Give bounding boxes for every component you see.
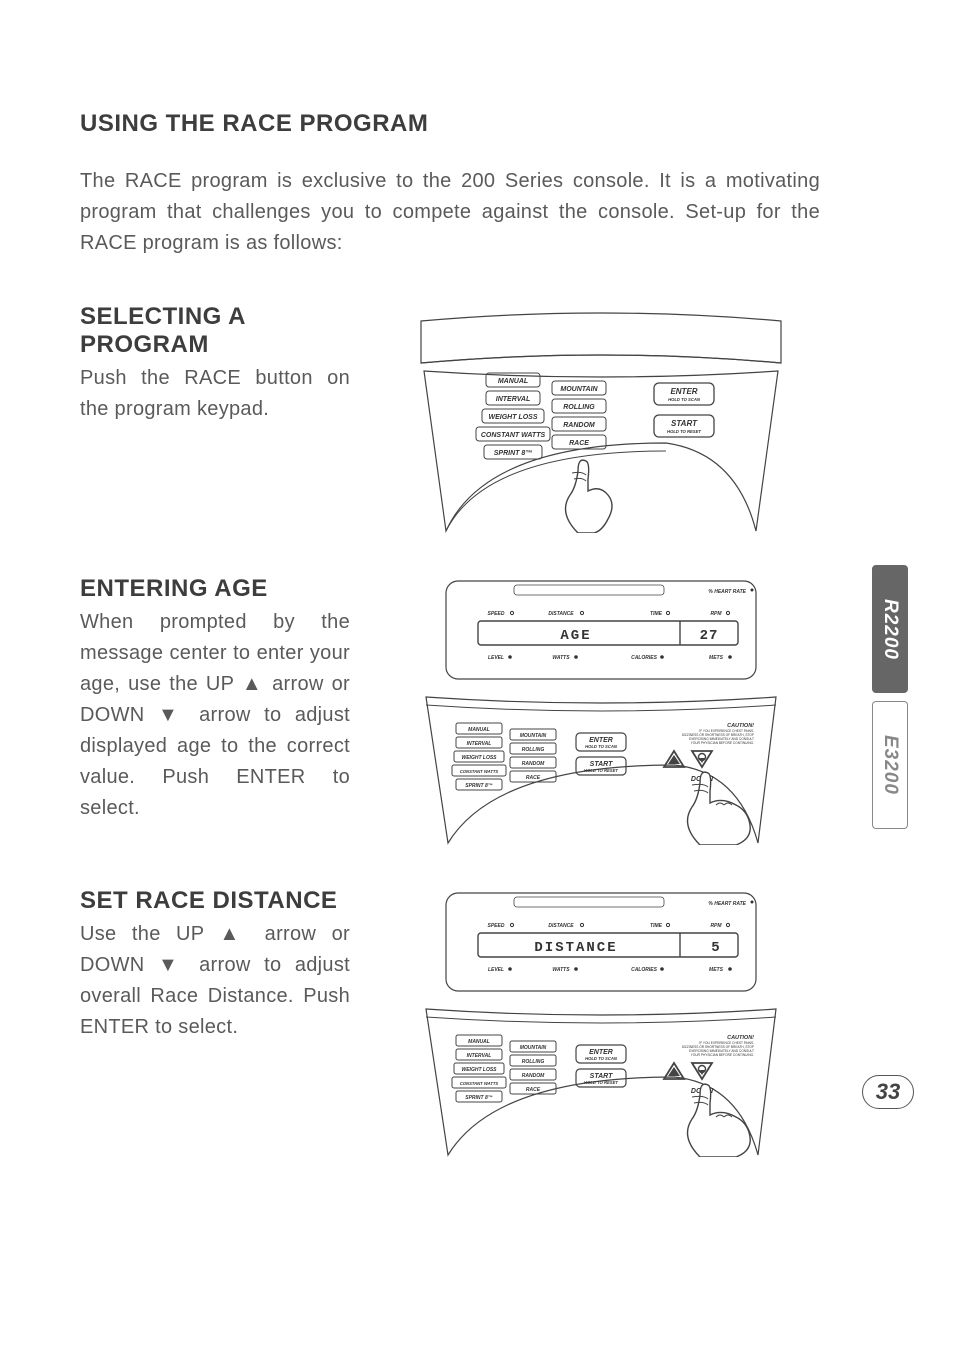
page-number: 33 xyxy=(862,1075,914,1109)
btn-constantwatts: CONSTANT WATTS xyxy=(481,432,546,439)
svg-text:SPRINT 8™: SPRINT 8™ xyxy=(465,783,493,789)
section-distance: SET RACE DISTANCE Use the UP ▲ arrow or … xyxy=(80,887,820,1157)
side-tabs: R2200 E3200 xyxy=(872,565,908,829)
svg-text:ROLLING: ROLLING xyxy=(522,1059,545,1065)
svg-text:LEVEL: LEVEL xyxy=(488,967,504,973)
figure-selecting: MANUAL INTERVAL WEIGHT LOSS CONSTANT WAT… xyxy=(382,303,820,533)
figure-age: % HEART RATE SPEED DISTANCE TIME RPM AGE… xyxy=(382,575,820,845)
svg-text:% HEART RATE: % HEART RATE xyxy=(708,901,746,907)
svg-text:HOLD TO RESET: HOLD TO RESET xyxy=(584,768,618,773)
stat-mets: METS xyxy=(709,655,724,661)
svg-text:RANDOM: RANDOM xyxy=(522,1073,545,1079)
svg-text:RACE: RACE xyxy=(526,1087,541,1093)
console-diagram-selecting: MANUAL INTERVAL WEIGHT LOSS CONSTANT WAT… xyxy=(416,303,786,533)
btn-interval: INTERVAL xyxy=(496,396,530,403)
btn-weightloss: WEIGHT LOSS xyxy=(489,414,538,421)
btn-random: RANDOM xyxy=(563,422,595,429)
tab-e3200[interactable]: E3200 xyxy=(872,701,908,829)
btn-race: RACE xyxy=(569,440,589,447)
stat-rpm: RPM xyxy=(710,611,722,617)
btn-sprint8: SPRINT 8™ xyxy=(494,450,533,457)
age-heading: ENTERING AGE xyxy=(80,575,350,603)
svg-text:MOUNTAIN: MOUNTAIN xyxy=(520,1045,547,1051)
svg-text:ENTER: ENTER xyxy=(589,1049,613,1056)
tab-r2200[interactable]: R2200 xyxy=(872,565,908,693)
svg-text:HOLD TO SCAN: HOLD TO SCAN xyxy=(585,744,618,749)
svg-text:ROLLING: ROLLING xyxy=(522,747,545,753)
heart-rate-label: % HEART RATE xyxy=(708,589,746,595)
down-arrow-icon xyxy=(692,751,712,767)
svg-text:CALORIES: CALORIES xyxy=(631,967,658,973)
btn-start-sub: HOLD TO RESET xyxy=(667,429,701,434)
pointing-hand-icon xyxy=(688,1084,751,1157)
stat-watts: WATTS xyxy=(552,655,570,661)
lcd-age-value: 27 xyxy=(700,628,719,644)
svg-text:MOUNTAIN: MOUNTAIN xyxy=(520,733,547,739)
svg-text:ENTER: ENTER xyxy=(589,737,613,744)
svg-text:HOLD TO RESET: HOLD TO RESET xyxy=(584,1080,618,1085)
distance-body: Use the UP ▲ arrow or DOWN ▼ arrow to ad… xyxy=(80,919,350,1043)
svg-text:RANDOM: RANDOM xyxy=(522,761,545,767)
svg-text:YOUR PHYSICIAN BEFORE CONTINUI: YOUR PHYSICIAN BEFORE CONTINUING. xyxy=(691,741,754,745)
figure-distance: % HEART RATE SPEED DISTANCE TIME RPM DIS… xyxy=(382,887,820,1157)
svg-text:SPRINT 8™: SPRINT 8™ xyxy=(465,1095,493,1101)
svg-text:START: START xyxy=(590,761,613,768)
console-diagram-distance: % HEART RATE SPEED DISTANCE TIME RPM DIS… xyxy=(416,887,786,1157)
svg-text:CONSTANT WATTS: CONSTANT WATTS xyxy=(460,769,499,774)
svg-text:INTERVAL: INTERVAL xyxy=(467,741,492,747)
svg-text:HOLD TO SCAN: HOLD TO SCAN xyxy=(585,1056,618,1061)
svg-text:MANUAL: MANUAL xyxy=(468,1039,490,1045)
console-diagram-age: % HEART RATE SPEED DISTANCE TIME RPM AGE… xyxy=(416,575,786,845)
main-heading: USING THE RACE PROGRAM xyxy=(80,110,820,138)
section-age: ENTERING AGE When prompted by the messag… xyxy=(80,575,820,845)
svg-text:CONSTANT WATTS: CONSTANT WATTS xyxy=(460,1081,499,1086)
pointing-hand-icon xyxy=(566,460,613,533)
svg-text:METS: METS xyxy=(709,967,724,973)
dot-matrix-icon xyxy=(514,585,664,595)
stat-distance: DISTANCE xyxy=(548,611,574,617)
distance-heading: SET RACE DISTANCE xyxy=(80,887,350,915)
btn-start: START xyxy=(671,419,698,428)
stat-level: LEVEL xyxy=(488,655,504,661)
stat-speed: SPEED xyxy=(488,611,505,617)
age-body: When prompted by the message center to e… xyxy=(80,607,350,824)
btn-mountain: MOUNTAIN xyxy=(560,386,598,393)
svg-text:RACE: RACE xyxy=(526,775,541,781)
svg-text:SPEED: SPEED xyxy=(488,923,505,929)
section-selecting: SELECTING A PROGRAM Push the RACE button… xyxy=(80,303,820,533)
svg-text:START: START xyxy=(590,1073,613,1080)
btn-enter-sub: HOLD TO SCAN xyxy=(668,397,701,402)
tab-r2200-label: R2200 xyxy=(879,599,901,660)
svg-text:INTERVAL: INTERVAL xyxy=(467,1053,492,1059)
btn-rolling: ROLLING xyxy=(563,404,595,411)
btn-manual: MANUAL xyxy=(498,378,528,385)
tab-e3200-label: E3200 xyxy=(879,735,901,795)
svg-text:DISTANCE: DISTANCE xyxy=(548,923,574,929)
pointing-hand-icon xyxy=(688,772,751,845)
selecting-heading: SELECTING A PROGRAM xyxy=(80,303,350,359)
selecting-body: Push the RACE button on the program keyp… xyxy=(80,363,350,425)
lcd-distance-label: DISTANCE xyxy=(534,940,617,956)
lcd-distance-value: 5 xyxy=(711,940,720,956)
svg-text:RPM: RPM xyxy=(710,923,722,929)
stat-time: TIME xyxy=(650,611,663,617)
stat-calories: CALORIES xyxy=(631,655,658,661)
svg-text:TIME: TIME xyxy=(650,923,663,929)
svg-text:WATTS: WATTS xyxy=(552,967,570,973)
btn-enter: ENTER xyxy=(670,387,697,396)
svg-text:WEIGHT LOSS: WEIGHT LOSS xyxy=(462,1067,498,1073)
down-arrow-icon xyxy=(692,1063,712,1079)
svg-text:WEIGHT LOSS: WEIGHT LOSS xyxy=(462,755,498,761)
lcd-age-label: AGE xyxy=(560,628,591,644)
svg-text:MANUAL: MANUAL xyxy=(468,727,490,733)
svg-text:YOUR PHYSICIAN BEFORE CONTINUI: YOUR PHYSICIAN BEFORE CONTINUING. xyxy=(691,1053,754,1057)
intro-paragraph: The RACE program is exclusive to the 200… xyxy=(80,166,820,259)
